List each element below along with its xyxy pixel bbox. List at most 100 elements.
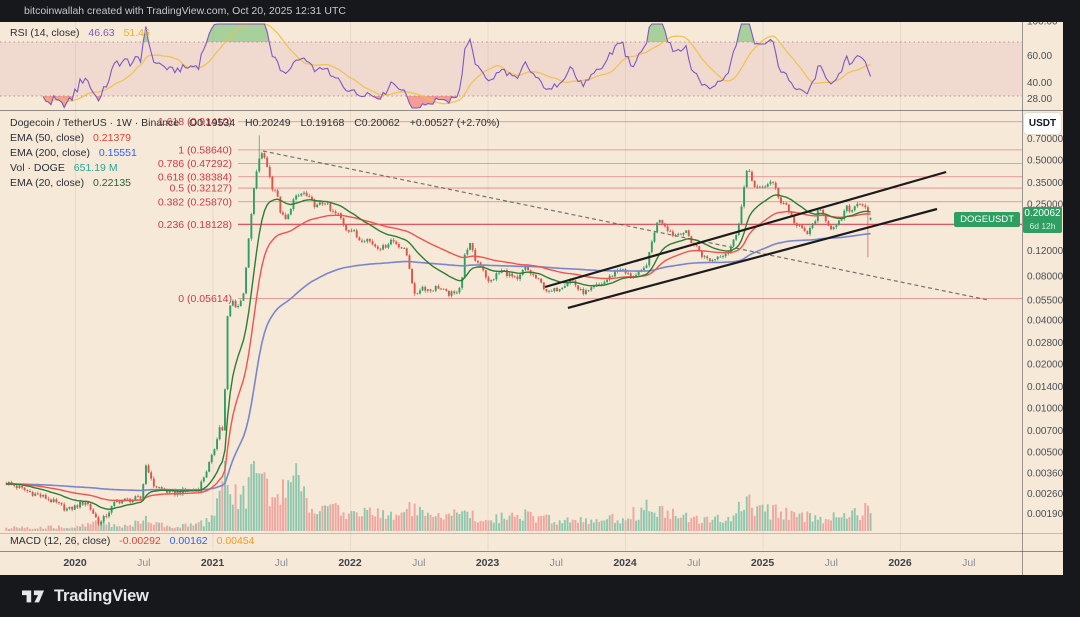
price-axis-tick: 0.01400 <box>1027 382 1064 393</box>
price-axis-tick: 0.08000 <box>1027 272 1064 283</box>
ema20-label: EMA (20, close) <box>10 177 85 189</box>
ohlc-high: H0.20249 <box>245 117 291 129</box>
last-price-tag: 0.20062 6d 12h <box>1023 207 1062 233</box>
time-axis-tick: 2023 <box>476 557 500 569</box>
macd-signal-value: 0.00162 <box>169 535 208 547</box>
price-axis-tick: 0.02000 <box>1027 360 1064 371</box>
tradingview-logo-icon[interactable] <box>20 585 46 607</box>
time-axis-tick: 2025 <box>751 557 775 569</box>
macd-hist-value: 0.00454 <box>216 535 255 547</box>
ohlc-close: C0.20062 <box>354 117 400 129</box>
price-axis-tick: 0.05500 <box>1027 295 1064 306</box>
candlesticks <box>5 135 872 527</box>
currency-toggle-button[interactable]: USDT <box>1024 113 1061 134</box>
header-bar: bitcoinwallah created with TradingView.c… <box>0 0 1080 22</box>
tradingview-wordmark[interactable]: TradingView <box>54 586 149 605</box>
fib-retracement <box>238 121 1022 300</box>
ohlc-open: O0.19534 <box>188 117 236 129</box>
price-axis-tick: 0.00500 <box>1027 448 1064 459</box>
ema20-value: 0.22135 <box>93 177 132 189</box>
time-axis-tick: 2020 <box>63 557 87 569</box>
macd-label: MACD (12, 26, close) <box>10 535 111 547</box>
fib-level-label: 0.236 (0.18128) <box>158 219 232 231</box>
price-axis-tick: 0.00260 <box>1027 489 1064 500</box>
rsi-overbought-fill <box>646 24 668 42</box>
time-axis-tick: 2021 <box>201 557 225 569</box>
header-title: bitcoinwallah created with TradingView.c… <box>24 5 346 17</box>
price-axis-tick: 0.35000 <box>1027 178 1064 189</box>
change-value: +0.00527 (+2.70%) <box>409 117 500 129</box>
time-axis-tick: Jul <box>412 557 425 569</box>
rsi-axis-tick: 100.00 <box>1027 17 1058 28</box>
time-axis-tick: Jul <box>550 557 563 569</box>
time-axis-tick: 2022 <box>338 557 362 569</box>
ema50-value: 0.21379 <box>93 132 132 144</box>
rsi-ma-value: 51.46 <box>123 27 150 39</box>
fib-level-label: 0.618 (0.38384) <box>158 171 232 183</box>
time-axis-tick: 2026 <box>888 557 912 569</box>
bar-countdown: 6d 12h <box>1029 221 1056 231</box>
fib-level-label: 1 (0.58640) <box>178 144 232 156</box>
price-axis-tick: 0.02800 <box>1027 338 1064 349</box>
ema200-legend-row: EMA (200, close) 0.15551 <box>10 147 137 159</box>
ema20-legend-row: EMA (20, close) 0.22135 <box>10 177 131 189</box>
right-margin-strip <box>1063 0 1080 617</box>
rsi-value: 46.63 <box>88 27 115 39</box>
fib-level-label: 0 (0.05614) <box>178 293 232 305</box>
price-axis-tick: 0.00700 <box>1027 426 1064 437</box>
time-axis-tick: Jul <box>825 557 838 569</box>
last-price-value: 0.20062 <box>1024 208 1061 219</box>
rsi-line <box>42 23 872 109</box>
rsi-axis-tick: 40.00 <box>1027 78 1052 89</box>
volume-bars <box>5 461 872 531</box>
rsi-axis-tick: 60.00 <box>1027 51 1052 62</box>
rsi-axis-tick: 28.00 <box>1027 94 1052 105</box>
rsi-band <box>0 42 1022 96</box>
rsi-overbought-fill <box>206 24 270 42</box>
ema200-label: EMA (200, close) <box>10 147 90 159</box>
price-axis-tick: 0.50000 <box>1027 156 1064 167</box>
time-axis-tick: Jul <box>137 557 150 569</box>
price-axis-tick: 0.00360 <box>1027 468 1064 479</box>
rsi-oversold-fill <box>406 96 458 108</box>
ema50-legend-row: EMA (50, close) 0.21379 <box>10 132 131 144</box>
price-axis-tick: 0.70000 <box>1027 134 1064 145</box>
ascending-channel-trendline[interactable] <box>544 170 947 289</box>
volume-value: 651.19 M <box>73 162 118 174</box>
ascending-channel-trendline[interactable] <box>567 207 938 309</box>
ema200-value: 0.15551 <box>98 147 137 159</box>
ohlc-low: L0.19168 <box>300 117 345 129</box>
time-axis-tick: Jul <box>275 557 288 569</box>
rsi-ma-line <box>42 23 871 105</box>
price-axis-tick: 0.01000 <box>1027 404 1064 415</box>
symbol-legend-row: Dogecoin / TetherUS · 1W · Binance O0.19… <box>10 117 500 129</box>
rsi-overbought-fill <box>736 24 755 42</box>
price-axis-tick: 0.00190 <box>1027 509 1064 520</box>
ema-50-line <box>6 210 871 502</box>
symbol-price-label: DOGEUSDT <box>954 212 1020 227</box>
descending-dashed-trendline[interactable] <box>262 150 989 301</box>
ema-200-line <box>6 232 871 492</box>
fib-level-label: 0.786 (0.47292) <box>158 158 232 170</box>
time-axis-tick: Jul <box>687 557 700 569</box>
fib-level-label: 1.618 (0.91410) <box>158 116 232 128</box>
rsi-overbought-fill <box>143 26 149 42</box>
volume-legend-row: Vol · DOGE 651.19 M <box>10 162 118 174</box>
ema50-label: EMA (50, close) <box>10 132 85 144</box>
symbol-title: Dogecoin / TetherUS · 1W · Binance <box>10 117 180 129</box>
volume-label: Vol · DOGE <box>10 162 65 174</box>
price-axis-tick: 0.12000 <box>1027 246 1064 257</box>
rsi-legend: RSI (14, close) 46.63 51.46 <box>10 27 150 39</box>
time-axis-tick: Jul <box>962 557 975 569</box>
price-axis-tick: 0.04000 <box>1027 316 1064 327</box>
macd-value: -0.00292 <box>119 535 161 547</box>
ema-20-line <box>6 194 871 511</box>
rsi-oversold-fill <box>95 96 102 101</box>
fib-level-label: 0.382 (0.25870) <box>158 196 232 208</box>
macd-legend: MACD (12, 26, close) -0.00292 0.00162 0.… <box>10 535 255 547</box>
fib-level-label: 0.5 (0.32127) <box>170 183 232 195</box>
rsi-legend-label: RSI (14, close) <box>10 27 80 39</box>
price-axis-tick: 0.25000 <box>1027 199 1064 210</box>
